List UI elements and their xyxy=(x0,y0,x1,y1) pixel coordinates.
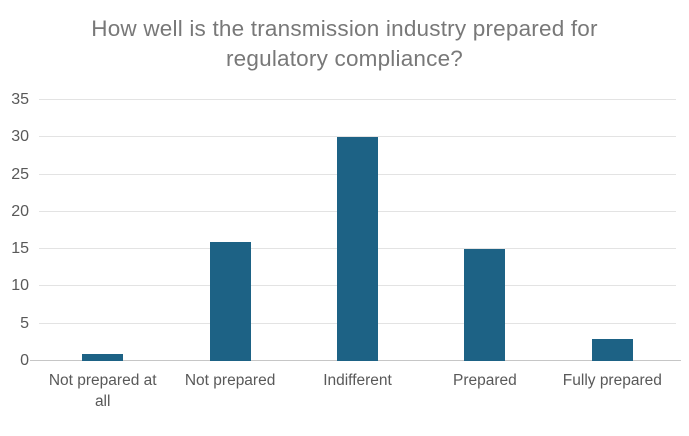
y-tick-label: 20 xyxy=(11,202,29,220)
bar-not-prepared-at-all xyxy=(82,353,124,361)
gridline xyxy=(39,136,676,138)
x-tick-label: Fully prepared xyxy=(562,372,662,389)
y-tick-label: 5 xyxy=(20,314,29,332)
x-tick-label: Indifferent xyxy=(323,372,392,389)
x-axis-labels: Not prepared at all Not prepared Indiffere… xyxy=(39,370,676,412)
bar-indifferent xyxy=(337,137,378,361)
plot-area: 0 5 10 15 20 25 30 35 xyxy=(11,92,681,369)
bar-not-prepared xyxy=(209,241,251,361)
y-tick-label: 15 xyxy=(11,240,29,258)
bar-fully-prepared xyxy=(591,338,633,361)
x-tick-label: Not prepared xyxy=(184,372,276,389)
bar-chart: 0 5 10 15 20 25 30 35 Not prepared at all Not pr… xyxy=(11,92,681,412)
x-tick-label: Prepared xyxy=(453,372,517,389)
y-tick-label: 30 xyxy=(11,128,29,146)
y-tick-label: 35 xyxy=(11,91,29,108)
gridline xyxy=(39,99,676,100)
x-tick-label: Not prepared at all xyxy=(48,372,157,410)
bar-prepared xyxy=(464,249,506,361)
y-tick-label: 25 xyxy=(11,165,29,183)
chart-title: How well is the transmission industry pr… xyxy=(91,16,598,71)
y-tick-label: 10 xyxy=(11,277,29,295)
chart-canvas: How well is the transmission industry pr… xyxy=(0,14,689,436)
y-tick-label: 0 xyxy=(20,352,29,369)
